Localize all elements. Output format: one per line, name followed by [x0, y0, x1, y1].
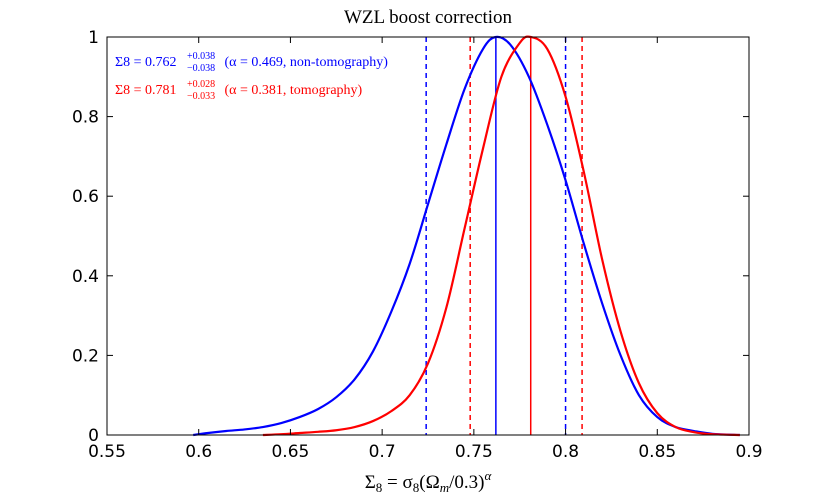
axes-frame	[106, 36, 750, 436]
axis-ticks: 0.55 0.6 0.65 0.7 0.75 0.8 0.85 0.9 0 0.2 0.4 0.6 0.…	[72, 28, 763, 462]
y-tick-label: 0	[88, 426, 99, 446]
plot-area	[193, 35, 740, 437]
legend-entry-tomography: Σ8 = 0.781 +0.028 −0.033 (α = 0.381, tomog…	[115, 79, 363, 102]
x-tick-label: 0.75	[455, 442, 493, 462]
y-tick-label: 1	[88, 28, 99, 48]
y-tick-label: 0.8	[72, 108, 99, 128]
x-tick-label: 0.85	[638, 442, 676, 462]
y-tick-label: 0.2	[72, 346, 99, 366]
legend: Σ8 = 0.762 +0.038 −0.038 (α = 0.469, non-t…	[115, 51, 388, 102]
y-tick-label: 0.4	[72, 267, 99, 287]
x-tick-label: 0.6	[185, 442, 212, 462]
x-tick-label: 0.65	[271, 442, 309, 462]
x-axis-label: Σ8 = σ8(Ωm/0.3)α	[365, 468, 493, 495]
tomography-density-curve	[262, 35, 740, 437]
x-tick-label: 0.7	[369, 442, 396, 462]
y-tick-label: 0.6	[72, 187, 99, 207]
chart-title: WZL boost correction	[344, 7, 513, 28]
non-tomography-density-curve	[193, 35, 740, 437]
x-tick-label: 0.55	[88, 442, 126, 462]
legend-entry-non-tomography: Σ8 = 0.762 +0.038 −0.038 (α = 0.469, non-t…	[115, 51, 388, 74]
x-tick-label: 0.9	[735, 442, 762, 462]
x-tick-label: 0.8	[552, 442, 579, 462]
